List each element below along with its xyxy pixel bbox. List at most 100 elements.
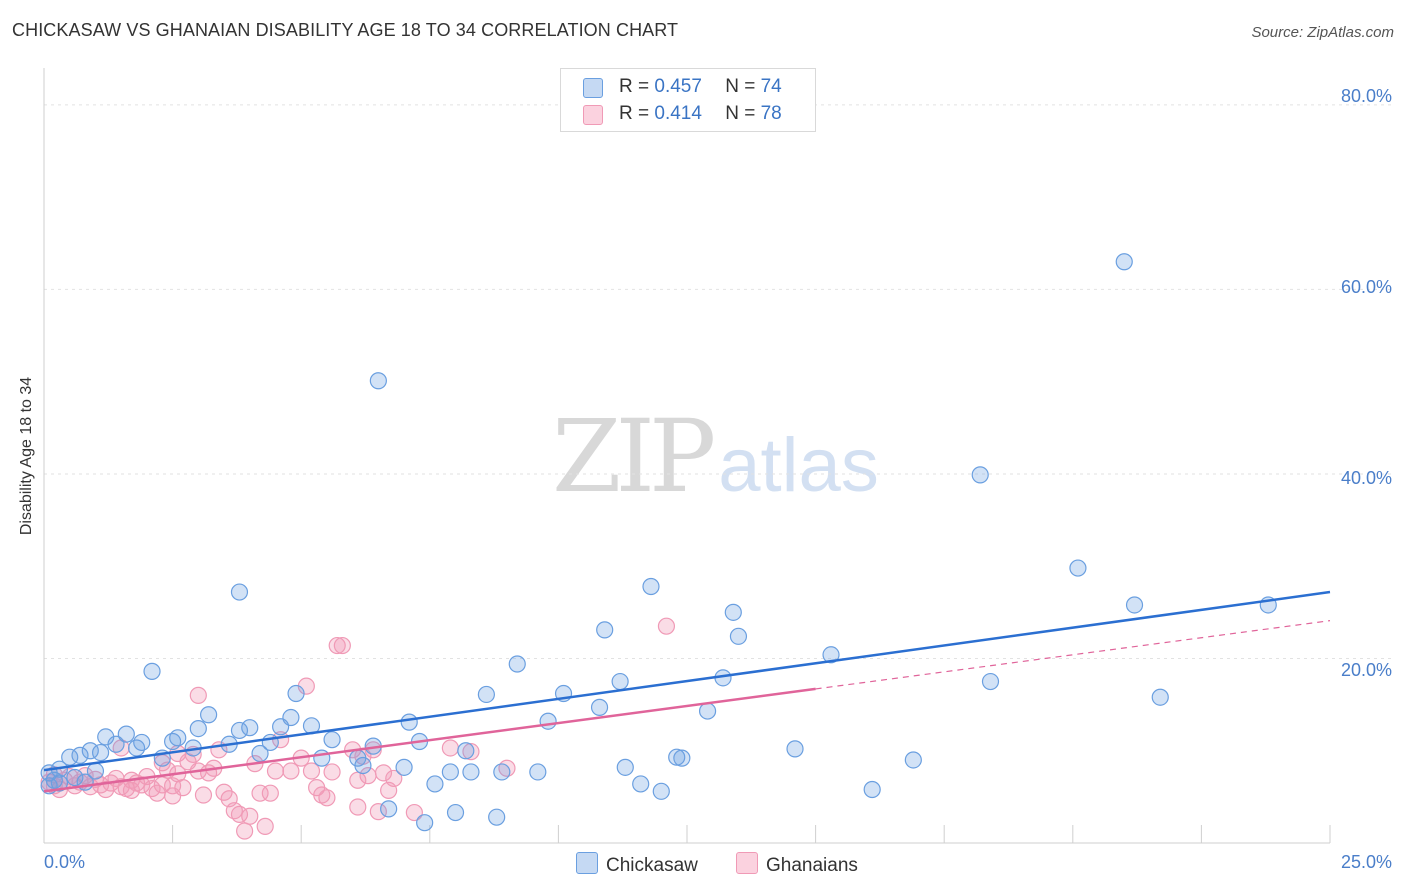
ghanaians-swatch: [736, 852, 758, 874]
watermark-bold: ZIP: [552, 398, 716, 515]
chickasaw-point: [616, 758, 634, 776]
chickasaw-point: [86, 762, 105, 780]
bottom-legend-ghanaians: Ghanaians: [736, 852, 858, 877]
y-tick-label-20: 20.0%: [1340, 660, 1392, 680]
legend-r-value: 0.457: [654, 76, 702, 97]
chickasaw-point: [457, 742, 475, 760]
legend-n-value: 78: [760, 103, 782, 124]
ghanaians-point: [657, 617, 676, 635]
chickasaw-point: [724, 603, 742, 621]
ghanaians-point: [441, 739, 459, 757]
legend-n-label: N =: [725, 103, 761, 124]
legend-r-value: 0.414: [654, 103, 702, 124]
watermark-light: atlas: [718, 423, 879, 508]
chickasaw-point: [45, 771, 63, 789]
chickasaw-point: [698, 702, 717, 720]
ghanaians-points: [40, 617, 676, 840]
ghanaians-point: [266, 762, 285, 780]
y-axis-label: Disability Age 18 to 34: [18, 376, 35, 536]
chickasaw-point: [380, 800, 398, 818]
chickasaw-point: [786, 740, 804, 758]
chickasaw-point: [230, 721, 249, 740]
ghanaians-point: [313, 786, 331, 804]
bottom-legend-label: Chickasaw: [606, 855, 698, 876]
legend-r-label: R =: [619, 103, 655, 124]
ghanaians-point: [282, 762, 300, 780]
chickasaw-point: [395, 758, 413, 776]
watermark: ZIP atlas: [552, 398, 879, 515]
chickasaw-swatch: [583, 78, 603, 98]
chickasaw-point: [508, 655, 526, 673]
chickasaw-point: [642, 577, 660, 596]
ghanaians-point: [462, 743, 480, 761]
chickasaw-point: [493, 763, 511, 781]
chickasaw-point: [1069, 559, 1087, 577]
chickasaw-point: [400, 713, 418, 731]
x-tick-label-min: 0.0%: [44, 852, 86, 872]
chickasaw-point: [611, 672, 629, 691]
chickasaw-point: [200, 706, 218, 724]
bottom-legend-label: Ghanaians: [766, 855, 858, 876]
ghanaians-point: [349, 798, 367, 816]
legend-n-label: N =: [725, 76, 761, 97]
ghanaians-trend-line: [43, 687, 816, 793]
chickasaw-point: [488, 808, 506, 826]
ghanaians-point: [143, 779, 161, 798]
chickasaw-point: [143, 662, 161, 680]
chickasaw-point: [904, 751, 922, 769]
chickasaw-point: [863, 780, 881, 799]
chickasaw-swatch: [576, 852, 598, 874]
ghanaians-point: [323, 763, 341, 781]
chickasaw-point: [369, 372, 387, 390]
chickasaw-point: [91, 743, 110, 762]
chickasaw-point: [673, 749, 691, 767]
chickasaw-point: [66, 768, 84, 787]
chickasaw-point: [729, 627, 748, 645]
ghanaians-point: [164, 787, 182, 805]
chickasaw-point: [107, 735, 125, 753]
chickasaw-point: [71, 746, 89, 764]
chickasaw-point: [971, 466, 989, 484]
trend-lines: [43, 590, 1331, 793]
chickasaw-point: [169, 729, 187, 747]
ghanaians-point: [133, 776, 151, 794]
chickasaw-point: [323, 731, 341, 749]
chickasaw-point: [230, 583, 249, 601]
chickasaw-point: [117, 725, 135, 743]
legend-r-label: R =: [619, 76, 655, 97]
chickasaw-point: [652, 782, 670, 800]
chickasaw-point: [446, 803, 465, 822]
chickasaw-point: [981, 672, 1000, 691]
chickasaw-point: [596, 621, 614, 639]
chickasaw-point: [477, 685, 495, 704]
ghanaians-point: [318, 789, 336, 807]
chickasaw-point: [354, 756, 372, 775]
legend-row-chickasaw: R = 0.457 N = 74: [583, 76, 782, 98]
chickasaw-point: [1151, 688, 1169, 706]
chickasaw-point: [282, 708, 300, 727]
ghanaians-point: [333, 636, 351, 655]
chickasaw-point: [1115, 253, 1133, 271]
chickasaw-point: [133, 733, 151, 752]
ghanaians-point: [302, 762, 321, 780]
ghanaians-point: [241, 807, 259, 825]
ghanaians-trend-extension: [815, 620, 1331, 690]
ghanaians-point: [328, 636, 346, 655]
ghanaians-point: [369, 803, 387, 821]
ghanaians-point: [194, 786, 213, 804]
chickasaw-point: [441, 763, 459, 781]
chickasaw-point: [189, 719, 207, 738]
chickasaw-point: [632, 775, 650, 793]
gridlines: [44, 104, 1392, 659]
ghanaians-point: [236, 822, 254, 840]
chickasaw-trend-line: [43, 590, 1331, 772]
x-tick-label-max: 25.0%: [1340, 852, 1392, 872]
ghanaians-point: [122, 781, 141, 800]
ghanaians-point: [374, 764, 393, 782]
ghanaians-point: [189, 686, 207, 704]
ghanaians-point: [256, 817, 274, 835]
legend-row-ghanaians: R = 0.414 N = 78: [583, 103, 782, 125]
ghanaians-point: [385, 769, 403, 788]
chickasaw-point: [426, 775, 444, 793]
